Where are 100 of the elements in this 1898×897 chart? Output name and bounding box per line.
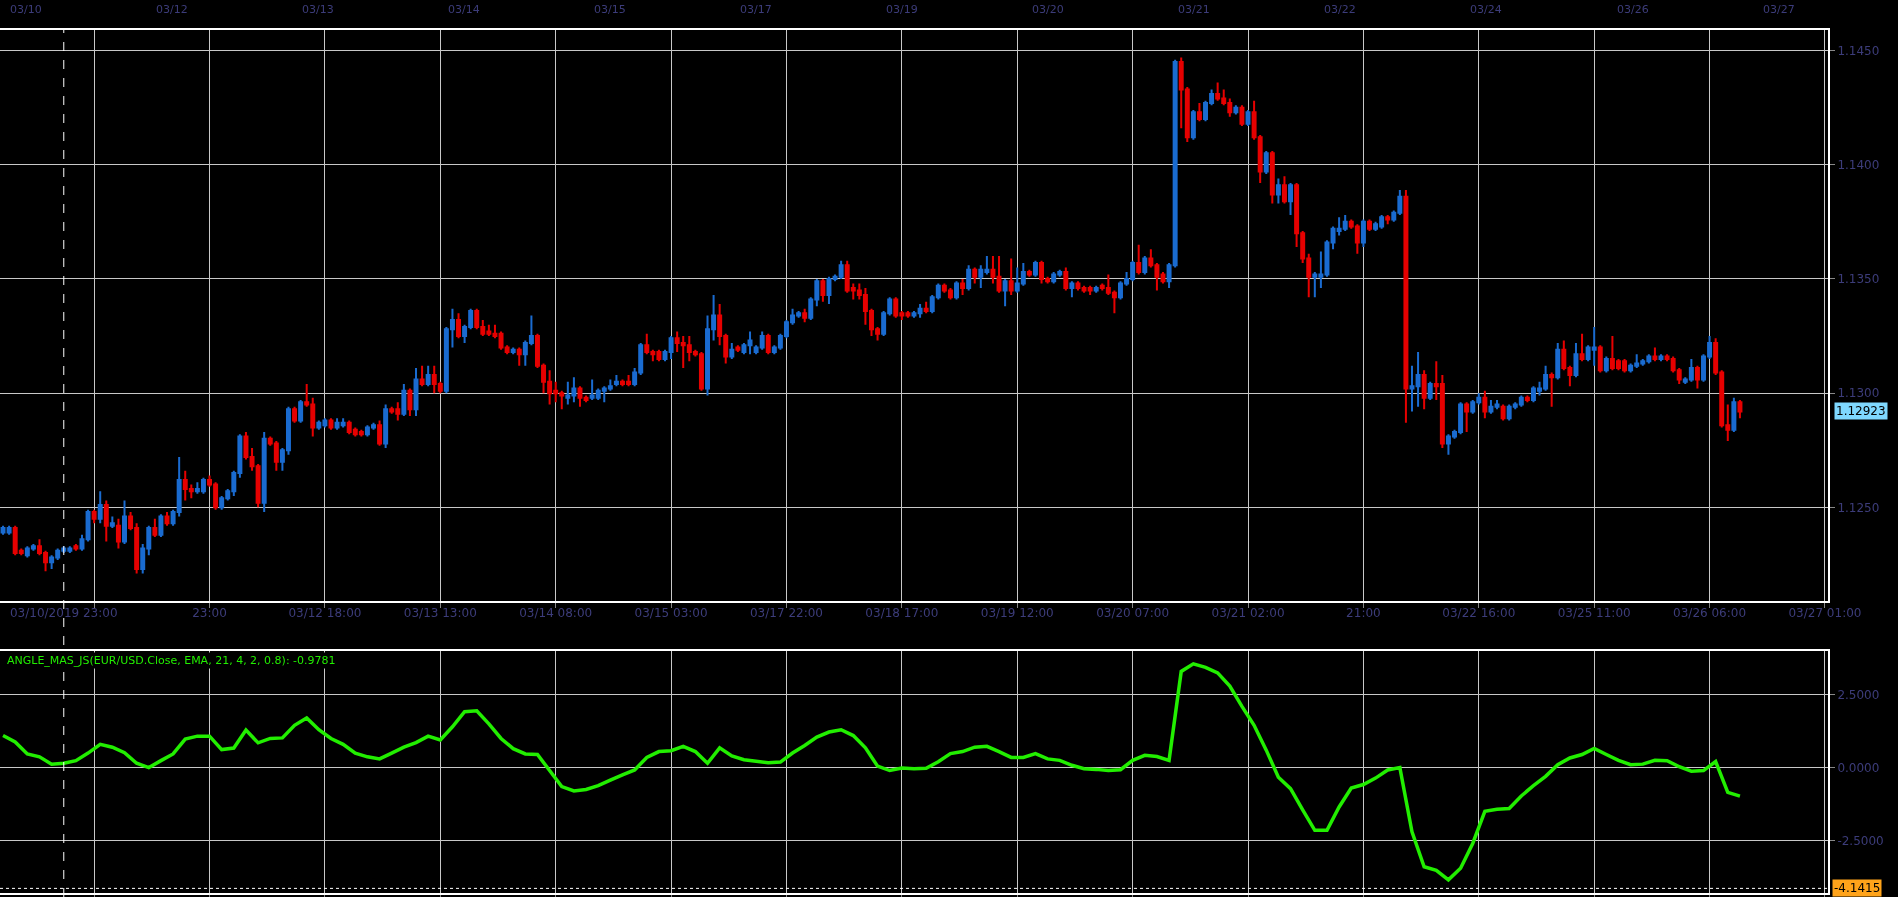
text: 03/10 [10, 3, 42, 16]
candlestick [1573, 341, 1579, 379]
candlestick [613, 373, 619, 388]
candlestick [1549, 371, 1555, 408]
candlestick [741, 341, 747, 356]
candlestick [1409, 364, 1415, 413]
candlestick [1275, 177, 1281, 205]
candlestick [1500, 403, 1506, 422]
candlestick [1196, 102, 1202, 123]
text: 03/17 [740, 3, 772, 16]
candlestick [1488, 399, 1494, 415]
candlestick [115, 517, 121, 550]
x-tick-label: 03/17 22:00 [749, 606, 823, 621]
text: 03/26 [1617, 3, 1649, 16]
y-tick-label: 1.1250 [1837, 500, 1880, 515]
candlestick [401, 383, 407, 417]
candlestick [103, 499, 109, 543]
text: 03/22 [1324, 3, 1356, 16]
candlestick [1008, 257, 1014, 296]
candlestick [298, 399, 304, 424]
candlestick [1415, 351, 1421, 408]
candlestick [122, 499, 127, 545]
candlestick [1427, 380, 1433, 402]
text: 03/15 [594, 3, 626, 16]
x-tick-label: 03/18 17:00 [865, 606, 939, 621]
candlestick [292, 405, 298, 424]
candlestick [1142, 255, 1148, 276]
candlestick [960, 277, 966, 296]
candlestick [966, 264, 972, 292]
ref-line-label: -4.1415 [1834, 881, 1881, 895]
candlestick [802, 307, 808, 324]
candlestick [1403, 188, 1409, 424]
candlestick [1652, 346, 1658, 363]
candlestick [1482, 389, 1488, 420]
candlestick [1075, 280, 1081, 292]
y-tick-label: 1.1300 [1837, 386, 1880, 401]
candlestick [1494, 399, 1500, 411]
candlestick [583, 394, 589, 404]
candlestick [1597, 344, 1603, 374]
candlestick [1281, 175, 1287, 205]
candlestick [516, 346, 522, 367]
candlestick [1385, 214, 1391, 226]
x-tick-label: 03/26 06:00 [1673, 606, 1747, 621]
candlestick [1731, 396, 1737, 433]
candlestick [85, 508, 91, 543]
candlestick [91, 508, 97, 525]
x-tick-label: 03/15 03:00 [634, 606, 708, 621]
text: 03/24 [1470, 3, 1502, 16]
candlestick [923, 300, 929, 315]
text: 03/12 [156, 3, 188, 16]
candlestick [1069, 280, 1075, 299]
candlestick [1233, 104, 1239, 116]
text: 03/20 [1032, 3, 1064, 16]
candlestick [377, 419, 383, 447]
candlestick [1555, 341, 1561, 381]
y-tick-label: 1.1450 [1837, 43, 1880, 58]
candlestick [826, 275, 832, 306]
candlestick [1239, 104, 1245, 127]
candlestick [1190, 108, 1196, 141]
candlestick [747, 330, 753, 356]
candlestick [1366, 218, 1372, 232]
x-tick-label: 23:00 [192, 606, 227, 621]
candlestick [1360, 218, 1366, 248]
y-tick-label: 1.1400 [1837, 157, 1880, 172]
x-tick-label: 03/27 01:00 [1788, 606, 1862, 621]
candlestick [97, 490, 103, 525]
candlestick [1063, 266, 1069, 292]
x-tick-label: 21:00 [1346, 606, 1381, 621]
candlestick [911, 309, 917, 319]
candlestick [383, 403, 389, 449]
candlestick [261, 430, 267, 513]
candlestick [917, 303, 923, 319]
x-tick-label: 03/21 02:00 [1211, 606, 1285, 621]
candlestick [1524, 394, 1530, 404]
candlestick [1093, 284, 1099, 294]
candlestick [1421, 369, 1427, 411]
candlestick [158, 513, 164, 539]
candlestick [735, 344, 741, 354]
candlestick [820, 277, 826, 303]
text: 03/13 [302, 3, 334, 16]
y-tick-label: 2.5000 [1837, 687, 1880, 702]
text: 03/19 [886, 3, 918, 16]
candlestick [972, 266, 978, 285]
candlestick [243, 430, 249, 461]
text: 03/14 [448, 3, 480, 16]
candlestick [1579, 332, 1585, 363]
candlestick [510, 346, 516, 356]
text: 03/27 [1763, 3, 1795, 16]
candlestick [419, 364, 425, 388]
candlestick [954, 280, 959, 301]
x-tick-label: 03/14 08:00 [519, 606, 593, 621]
y-tick-label: 1.1350 [1837, 272, 1880, 287]
candlestick [1032, 259, 1038, 278]
candlestick [1002, 277, 1008, 308]
candlestick [1136, 243, 1142, 276]
x-tick-label: 03/20 07:00 [1096, 606, 1170, 621]
y-tick-label: -2.5000 [1837, 833, 1884, 848]
candlestick [990, 255, 996, 285]
candlestick [1694, 364, 1700, 390]
x-tick-label: 03/12 18:00 [288, 606, 362, 621]
